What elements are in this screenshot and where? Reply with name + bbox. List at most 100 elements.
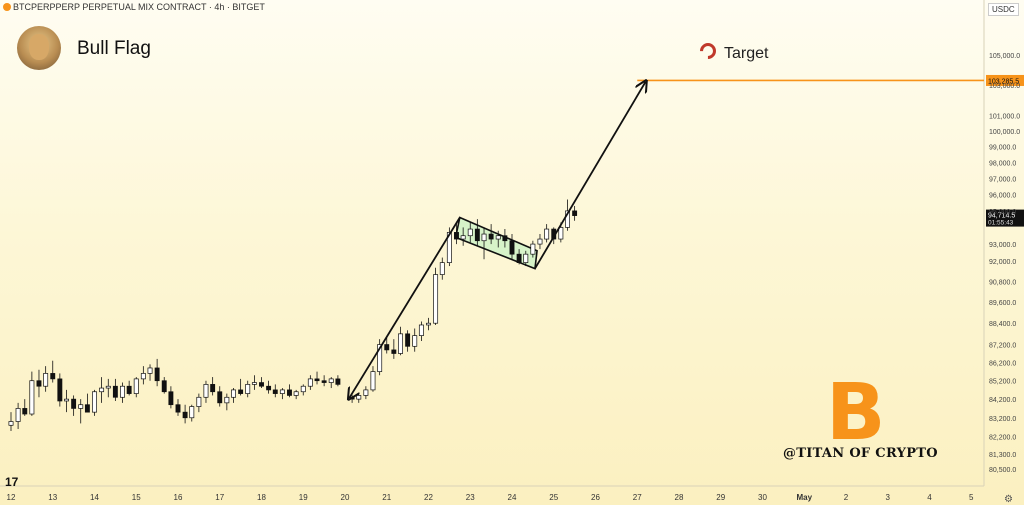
candle-body [36,380,42,387]
candle [439,257,445,280]
candle-body [537,238,543,245]
y-tick-label: 84,200.0 [989,397,1016,404]
candle-body [272,389,278,394]
candle [530,240,536,258]
candle-body [238,389,244,394]
candle-body [126,385,132,394]
candle-body [370,371,376,391]
candle-body [266,385,272,391]
candle [405,330,411,352]
candle [126,380,132,396]
candle-body [356,395,362,400]
breakout-arrow [534,82,646,270]
x-tick-label: 19 [299,493,308,502]
candle [384,337,390,354]
y-tick-label: 97,000.0 [989,176,1016,183]
candle-body [516,253,522,263]
candle-body [495,235,501,240]
candle [314,371,320,385]
y-tick-label: 82,200.0 [989,435,1016,442]
x-tick-label: 25 [549,493,558,502]
candle-body [439,262,445,275]
candle-body [279,389,285,394]
target-label: Target [696,39,769,63]
y-tick-label: 100,000.0 [989,129,1020,136]
candle-body [22,408,28,415]
candle [474,219,480,246]
candle-body [133,378,139,394]
candle [189,404,195,422]
y-tick-label: 90,800.0 [989,279,1016,286]
candle [356,393,362,403]
candle-body [349,396,355,400]
countdown-label: 01:55:43 [988,220,1014,227]
candle [335,375,341,387]
candle-body [460,235,466,240]
currency-button[interactable]: USDC [988,3,1019,16]
candle [99,377,105,403]
candle-body [293,391,299,396]
candle [210,377,216,396]
candle-body [481,233,487,242]
symbol-header[interactable]: BTCPERPPERP PERPETUAL MIX CONTRACT · 4h … [3,2,265,12]
candle-body [147,367,153,374]
candle-body [377,344,383,372]
candle [391,339,397,359]
target-price-label: 103,285.5 [988,78,1019,85]
candle [147,364,153,381]
candles [8,199,578,431]
candle [8,412,14,431]
candle-body [217,391,223,404]
candle [140,366,146,385]
symbol-text: BTCPERPPERP PERPETUAL MIX CONTRACT · 4h … [13,2,265,12]
candle-body [8,421,14,426]
candle-body [168,391,174,406]
candle-body [203,384,209,398]
candle [161,377,167,394]
settings-gear-icon[interactable]: ⚙ [1004,494,1013,505]
candle-body [384,344,390,351]
candle-body [314,378,320,382]
candle [279,388,285,400]
target-price-tag [986,74,1024,86]
candle [398,326,403,356]
candle-body [105,385,111,389]
candle-body [64,398,69,402]
target-text: Target [724,45,769,62]
x-tick-label: 30 [758,493,767,502]
y-tick-label: 101,000.0 [989,113,1020,120]
candle [516,249,522,265]
candle-body [175,404,181,413]
candle-body [363,389,369,396]
candle-body [565,210,570,228]
candle-body [189,406,195,419]
candle-body [391,349,397,354]
candle [78,399,84,424]
candle-body [196,396,202,407]
candle [224,393,230,411]
tradingview-logo-icon[interactable]: 17 [5,475,19,489]
candle [238,378,244,396]
x-tick-label: 16 [174,493,183,502]
candle-body [224,396,230,404]
target-line-group: 103,285.5 94,714.501:55:43 [637,74,1024,227]
candle [467,222,473,243]
candle-body [502,235,508,242]
x-tick-label: 15 [132,493,141,502]
candle [64,389,69,413]
x-tick-label: 28 [675,493,684,502]
candle [196,393,202,413]
candle [509,234,515,260]
price-axis: 105,000.0 103,000.0 101,000.0 100,000.0 99,0… [989,53,1020,474]
candle-body [287,389,292,396]
candle [133,377,139,398]
candle-body [474,228,480,242]
candle-body [558,227,564,240]
y-tick-label: 98,000.0 [989,160,1016,167]
candle [15,402,21,430]
last-price-label: 94,714.5 [988,213,1015,220]
y-tick-label: 103,000.0 [989,83,1020,90]
candle [36,369,42,398]
author-avatar [17,26,61,70]
